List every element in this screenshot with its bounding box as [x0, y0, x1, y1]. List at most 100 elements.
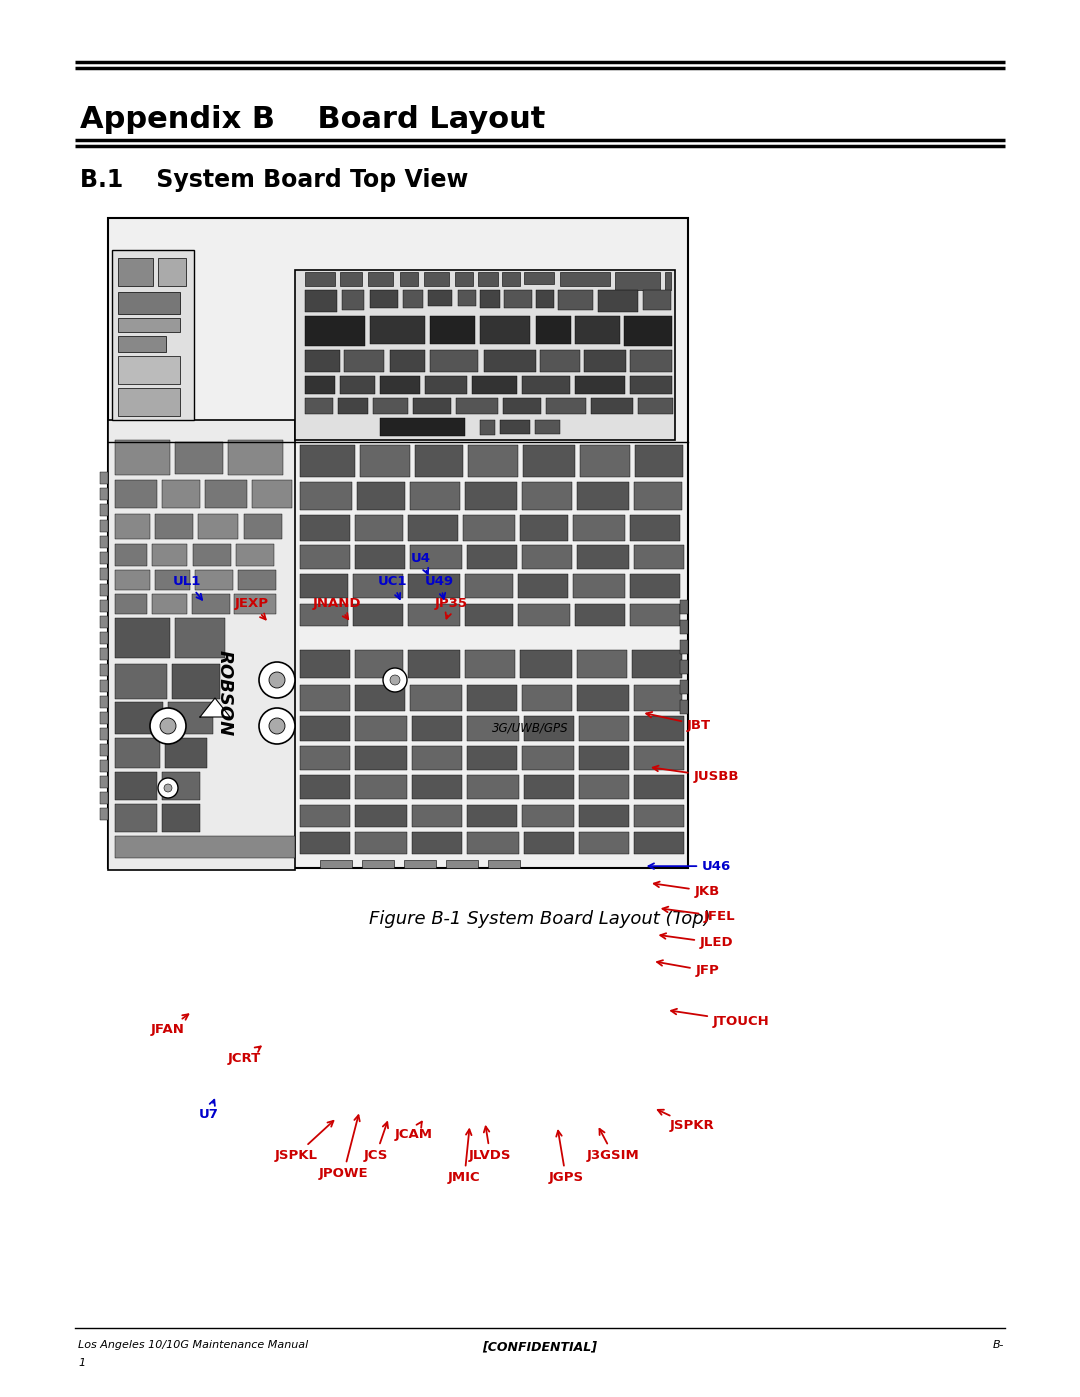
- Bar: [575, 316, 620, 344]
- Bar: [467, 685, 517, 711]
- Bar: [411, 746, 462, 770]
- Bar: [338, 398, 368, 414]
- Bar: [114, 514, 150, 539]
- Text: JUSBB: JUSBB: [652, 766, 739, 784]
- Bar: [100, 680, 108, 692]
- Text: JFP: JFP: [657, 960, 719, 978]
- Bar: [355, 685, 405, 711]
- Bar: [300, 805, 350, 827]
- Bar: [467, 545, 517, 569]
- Bar: [522, 746, 573, 770]
- Bar: [504, 291, 532, 307]
- Bar: [100, 616, 108, 629]
- Polygon shape: [200, 698, 230, 717]
- Bar: [305, 376, 335, 394]
- Bar: [205, 481, 247, 509]
- Bar: [535, 420, 561, 434]
- Circle shape: [259, 708, 295, 745]
- Bar: [408, 650, 460, 678]
- Bar: [503, 398, 541, 414]
- Bar: [100, 728, 108, 740]
- Bar: [680, 700, 688, 714]
- Bar: [305, 316, 365, 346]
- Bar: [575, 604, 625, 626]
- Bar: [584, 351, 626, 372]
- Bar: [577, 650, 627, 678]
- Bar: [100, 472, 108, 483]
- Text: JTOUCH: JTOUCH: [671, 1009, 770, 1028]
- Bar: [162, 773, 200, 800]
- Circle shape: [160, 718, 176, 733]
- Bar: [300, 515, 350, 541]
- Bar: [518, 604, 570, 626]
- Bar: [630, 604, 680, 626]
- Bar: [411, 775, 462, 799]
- Bar: [424, 272, 449, 286]
- Bar: [502, 272, 519, 286]
- Bar: [579, 805, 629, 827]
- Bar: [580, 446, 630, 476]
- Bar: [193, 543, 231, 566]
- Bar: [192, 594, 230, 615]
- Bar: [410, 482, 460, 510]
- Bar: [100, 712, 108, 724]
- Bar: [446, 861, 478, 868]
- Bar: [357, 482, 405, 510]
- Bar: [237, 543, 274, 566]
- Bar: [430, 316, 475, 344]
- Bar: [114, 835, 295, 858]
- Bar: [522, 376, 570, 394]
- Bar: [598, 291, 638, 312]
- Text: Appendix B    Board Layout: Appendix B Board Layout: [80, 105, 545, 134]
- Bar: [467, 833, 519, 854]
- Bar: [300, 775, 350, 799]
- Bar: [355, 746, 407, 770]
- Text: B.1    System Board Top View: B.1 System Board Top View: [80, 168, 469, 191]
- Text: JEXP: JEXP: [234, 597, 269, 619]
- Text: JCAM: JCAM: [394, 1122, 433, 1141]
- Bar: [300, 446, 355, 476]
- Bar: [108, 218, 688, 868]
- Bar: [408, 574, 460, 598]
- Bar: [168, 703, 213, 733]
- Bar: [500, 420, 530, 434]
- Bar: [162, 805, 200, 833]
- Bar: [114, 664, 167, 698]
- Bar: [300, 685, 350, 711]
- Bar: [118, 356, 180, 384]
- Bar: [467, 805, 517, 827]
- Bar: [410, 545, 462, 569]
- Bar: [100, 807, 108, 820]
- Bar: [680, 620, 688, 634]
- Bar: [118, 292, 180, 314]
- Text: JLED: JLED: [660, 933, 733, 950]
- Text: JFEL: JFEL: [662, 907, 735, 923]
- Bar: [100, 488, 108, 500]
- Bar: [413, 398, 451, 414]
- Bar: [355, 515, 403, 541]
- Text: JMIC: JMIC: [448, 1129, 481, 1185]
- Bar: [524, 717, 573, 740]
- Text: Los Angeles 10/10G Maintenance Manual: Los Angeles 10/10G Maintenance Manual: [78, 1340, 308, 1350]
- Bar: [540, 351, 580, 372]
- Bar: [114, 440, 170, 475]
- Text: JSPKL: JSPKL: [274, 1120, 334, 1162]
- Bar: [355, 650, 403, 678]
- Bar: [426, 376, 467, 394]
- Bar: [353, 604, 403, 626]
- Bar: [455, 272, 473, 286]
- Bar: [634, 775, 684, 799]
- Bar: [484, 351, 536, 372]
- Text: JNAND: JNAND: [313, 597, 361, 619]
- Bar: [465, 650, 515, 678]
- Bar: [400, 272, 418, 286]
- Bar: [472, 376, 517, 394]
- Bar: [615, 272, 660, 291]
- Bar: [195, 570, 233, 590]
- Bar: [634, 833, 684, 854]
- Bar: [342, 291, 364, 310]
- Bar: [536, 316, 571, 344]
- Text: Figure B-1 System Board Layout (Top): Figure B-1 System Board Layout (Top): [369, 909, 711, 928]
- Bar: [198, 514, 238, 539]
- Bar: [114, 570, 150, 590]
